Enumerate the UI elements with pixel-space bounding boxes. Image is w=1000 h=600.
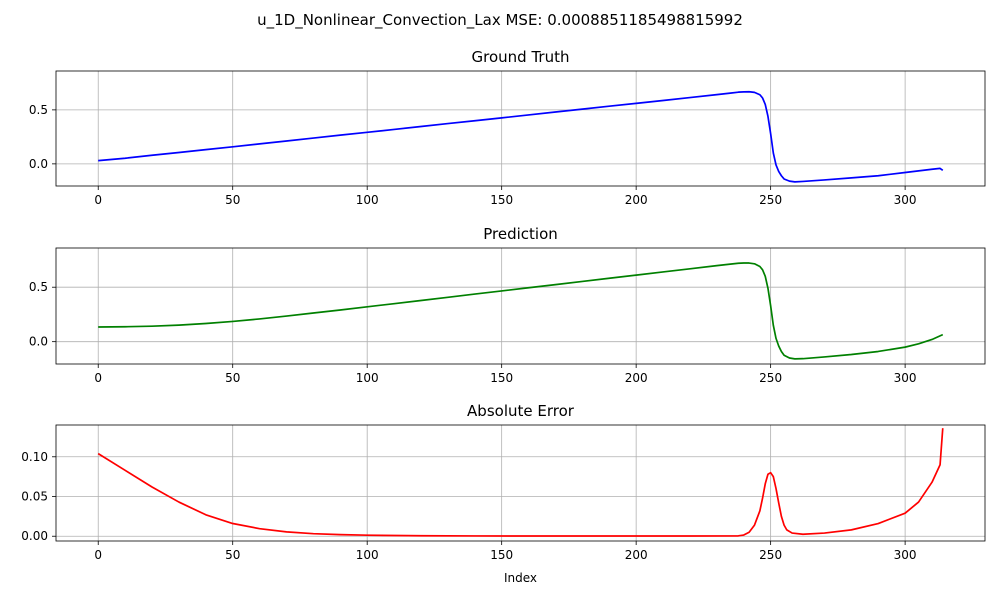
axes-frame <box>55 424 986 542</box>
y-tick-label: 0.5 <box>29 103 48 117</box>
subplot-title: Absolute Error <box>467 402 575 420</box>
x-axis-label: Index <box>504 571 537 585</box>
subplot-3: 0 50 100 150 200 250 300 0.00 0.05 0.10 Absolute E… <box>21 402 986 585</box>
x-tick-label: 300 <box>894 548 917 562</box>
subplot-1: 0 50 100 150 200 250 300 0.0 0.5 Ground Truth <box>29 48 986 207</box>
x-tick-label: 300 <box>894 371 917 385</box>
x-tick-label: 0 <box>94 548 102 562</box>
x-tick-label: 100 <box>356 193 379 207</box>
subplot-2: 0 50 100 150 200 250 300 0.0 0.5 Prediction <box>29 225 986 385</box>
x-tick-label: 50 <box>225 193 240 207</box>
subplot-title: Prediction <box>483 225 558 243</box>
series-line <box>98 262 944 360</box>
y-tick-label: 0.10 <box>21 450 48 464</box>
series-line <box>98 90 944 183</box>
x-tick-label: 0 <box>94 193 102 207</box>
y-tick-label: 0.05 <box>21 490 48 504</box>
x-tick-label: 100 <box>356 371 379 385</box>
x-tick-label: 150 <box>490 371 513 385</box>
axes-frame <box>55 70 986 187</box>
y-tick-label: 0.0 <box>29 157 48 171</box>
x-tick-label: 50 <box>225 548 240 562</box>
x-tick-label: 250 <box>759 193 782 207</box>
x-tick-label: 200 <box>625 548 648 562</box>
subplot-title: Ground Truth <box>472 48 570 66</box>
y-tick-label: 0.00 <box>21 529 48 543</box>
subplot-panels: 0 50 100 150 200 250 300 0.0 0.5 Ground Truth 0 50 1… <box>21 48 986 585</box>
x-tick-label: 250 <box>759 371 782 385</box>
x-tick-label: 0 <box>94 371 102 385</box>
x-tick-label: 300 <box>894 193 917 207</box>
x-tick-label: 250 <box>759 548 782 562</box>
x-tick-label: 50 <box>225 371 240 385</box>
x-tick-label: 150 <box>490 548 513 562</box>
figure-suptitle: u_1D_Nonlinear_Convection_Lax MSE: 0.000… <box>257 11 743 30</box>
series-line <box>97 428 944 537</box>
x-tick-label: 100 <box>356 548 379 562</box>
x-tick-label: 200 <box>625 193 648 207</box>
y-tick-label: 0.5 <box>29 280 48 294</box>
x-tick-label: 200 <box>625 371 648 385</box>
axes-frame <box>55 247 986 365</box>
x-tick-label: 150 <box>490 193 513 207</box>
y-tick-label: 0.0 <box>29 335 48 349</box>
